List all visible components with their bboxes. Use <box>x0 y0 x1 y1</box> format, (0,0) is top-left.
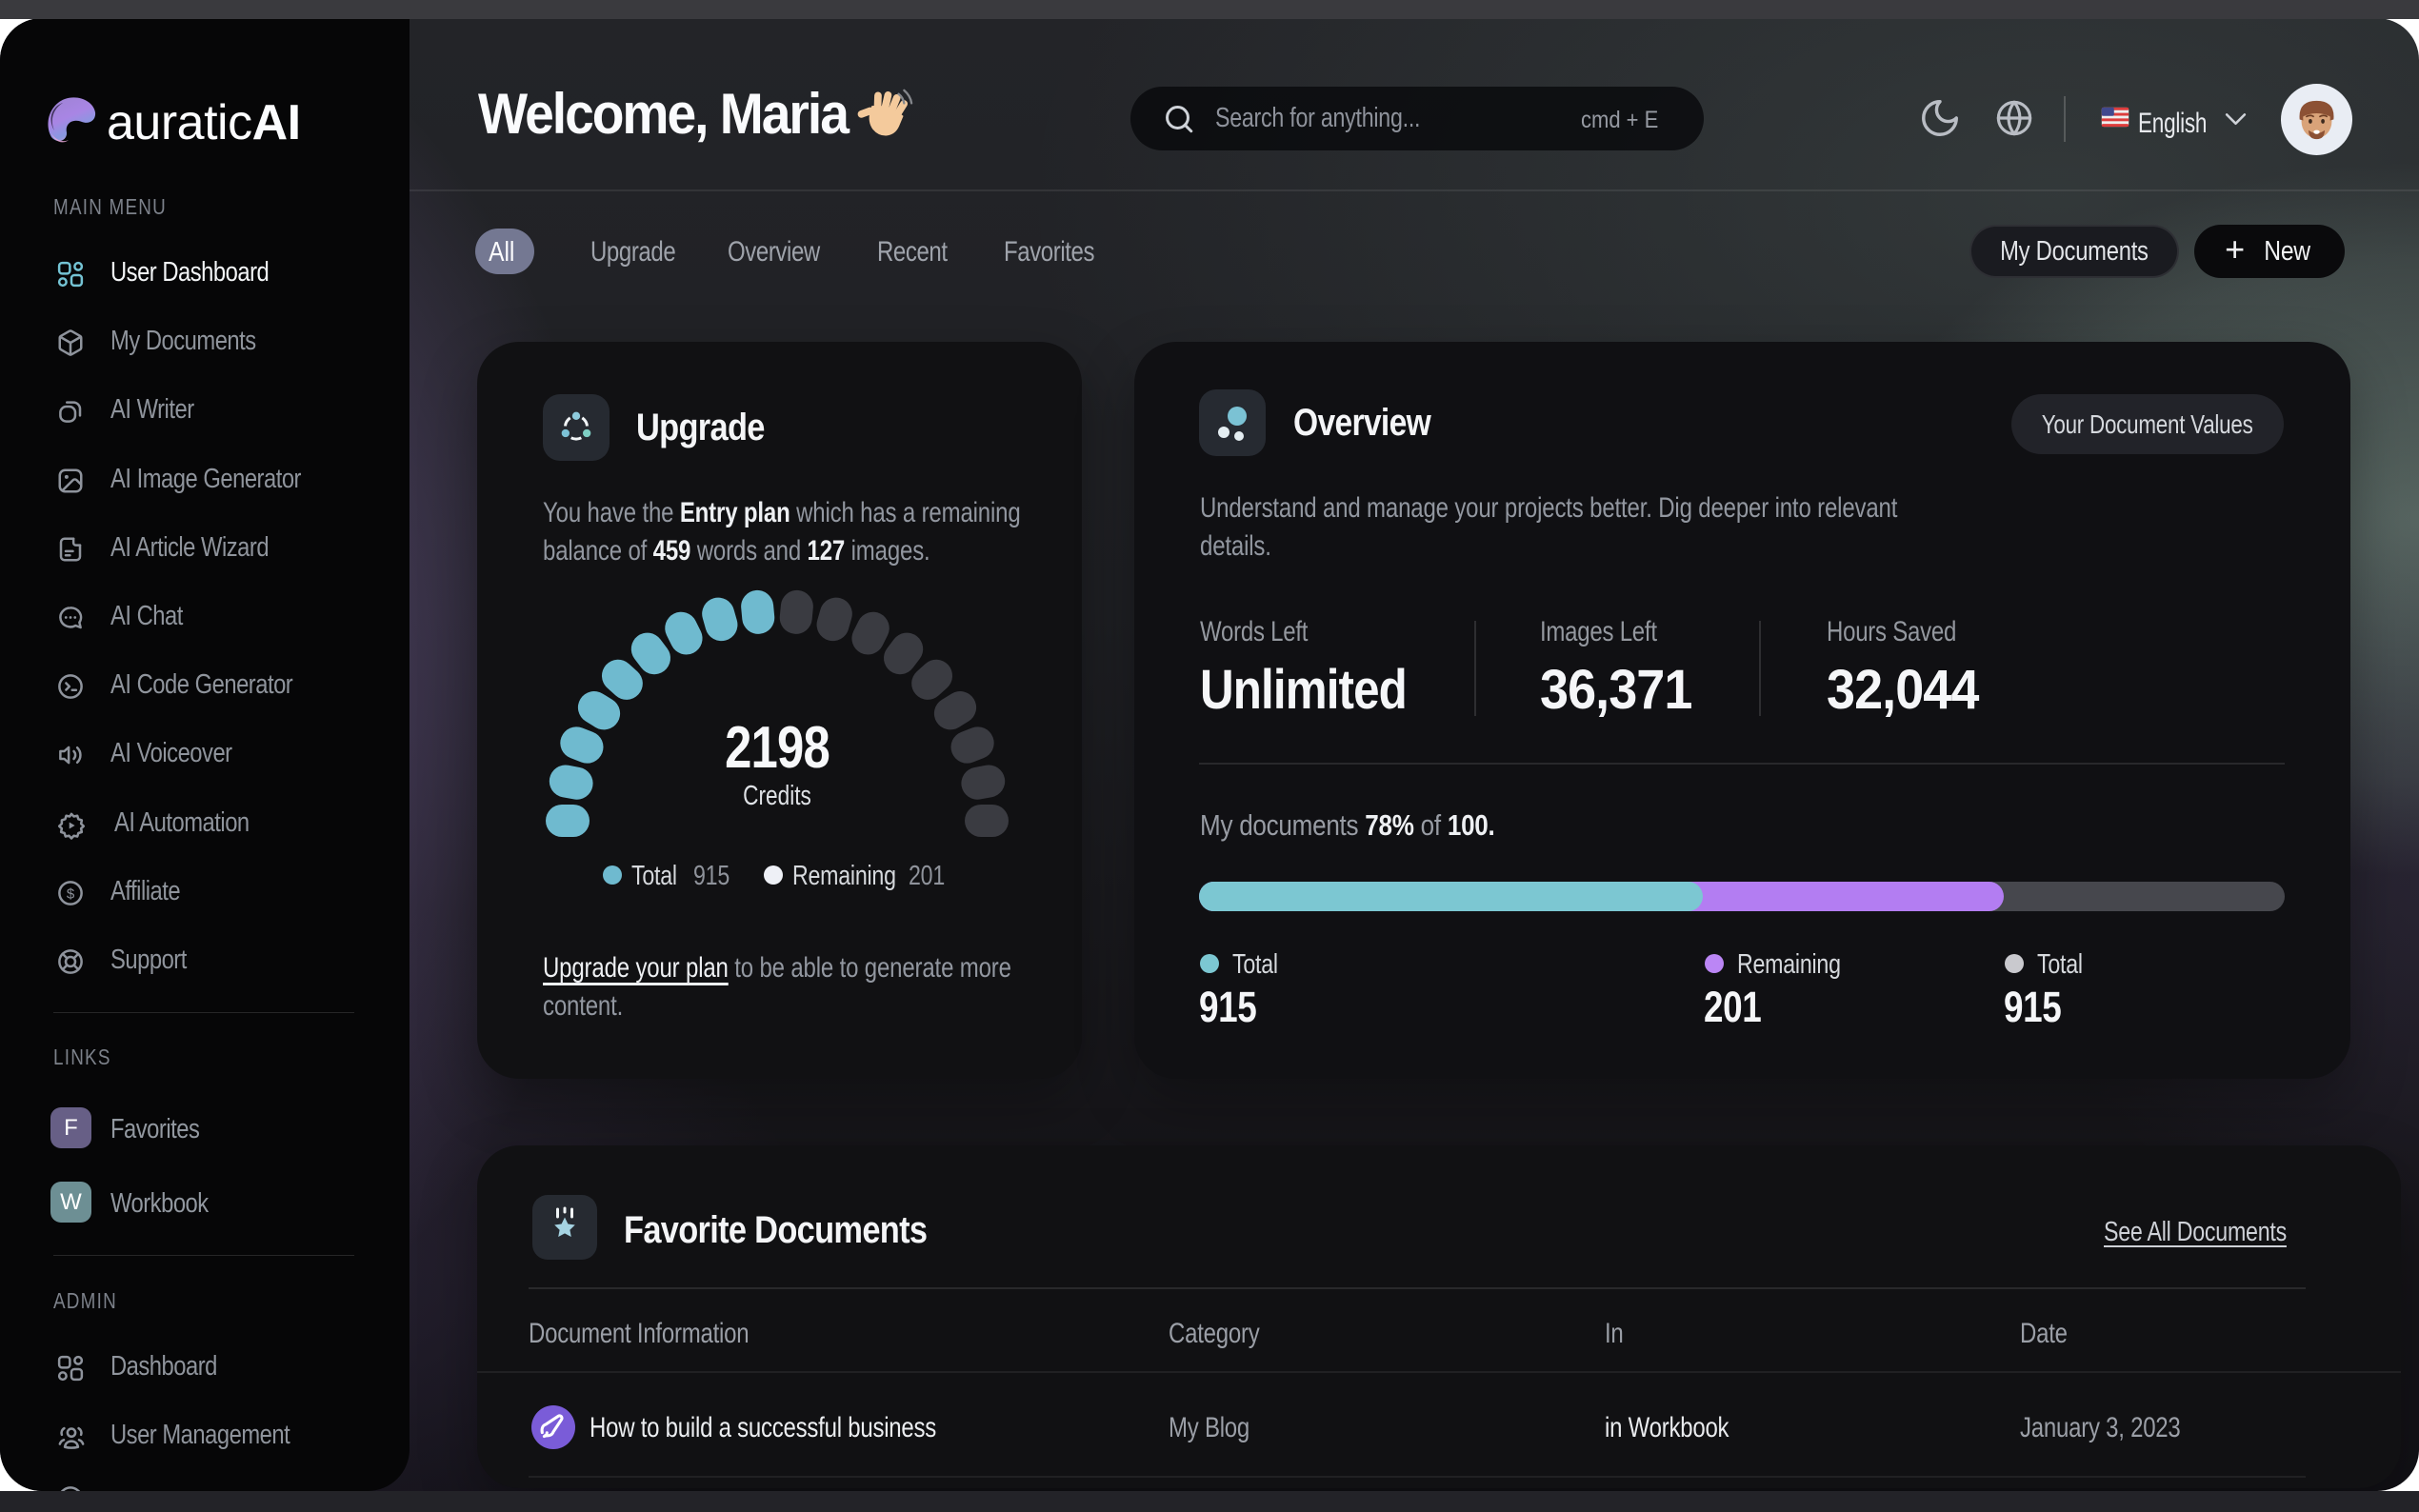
svg-text:$: $ <box>67 885 75 902</box>
